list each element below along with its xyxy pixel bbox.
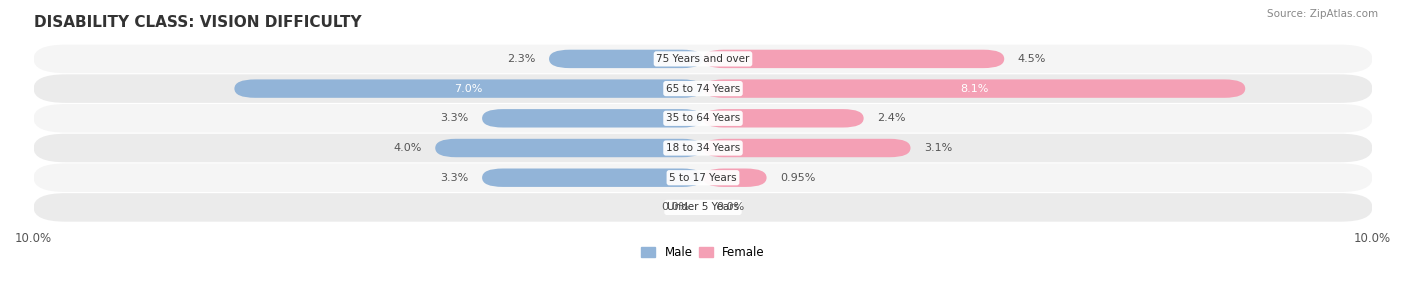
Text: 2.4%: 2.4%: [877, 113, 905, 123]
Text: DISABILITY CLASS: VISION DIFFICULTY: DISABILITY CLASS: VISION DIFFICULTY: [34, 15, 361, 30]
Text: 18 to 34 Years: 18 to 34 Years: [666, 143, 740, 153]
Legend: Male, Female: Male, Female: [637, 242, 769, 264]
Text: 75 Years and over: 75 Years and over: [657, 54, 749, 64]
Text: 4.0%: 4.0%: [394, 143, 422, 153]
FancyBboxPatch shape: [235, 79, 703, 98]
FancyBboxPatch shape: [34, 45, 1372, 73]
FancyBboxPatch shape: [34, 104, 1372, 133]
FancyBboxPatch shape: [34, 164, 1372, 192]
Text: 3.3%: 3.3%: [440, 113, 468, 123]
Text: 35 to 64 Years: 35 to 64 Years: [666, 113, 740, 123]
FancyBboxPatch shape: [548, 50, 703, 68]
Text: 0.0%: 0.0%: [717, 202, 745, 212]
FancyBboxPatch shape: [703, 79, 1246, 98]
FancyBboxPatch shape: [703, 139, 911, 157]
Text: Source: ZipAtlas.com: Source: ZipAtlas.com: [1267, 9, 1378, 19]
FancyBboxPatch shape: [482, 168, 703, 187]
Text: 0.0%: 0.0%: [661, 202, 689, 212]
Text: 8.1%: 8.1%: [960, 84, 988, 94]
Text: 7.0%: 7.0%: [454, 84, 482, 94]
Text: Under 5 Years: Under 5 Years: [666, 202, 740, 212]
Text: 5 to 17 Years: 5 to 17 Years: [669, 173, 737, 183]
Text: 2.3%: 2.3%: [508, 54, 536, 64]
FancyBboxPatch shape: [34, 193, 1372, 222]
Text: 0.95%: 0.95%: [780, 173, 815, 183]
Text: 65 to 74 Years: 65 to 74 Years: [666, 84, 740, 94]
Text: 3.1%: 3.1%: [924, 143, 952, 153]
FancyBboxPatch shape: [436, 139, 703, 157]
FancyBboxPatch shape: [34, 134, 1372, 162]
FancyBboxPatch shape: [703, 109, 863, 127]
Text: 3.3%: 3.3%: [440, 173, 468, 183]
FancyBboxPatch shape: [703, 50, 1004, 68]
FancyBboxPatch shape: [703, 168, 766, 187]
FancyBboxPatch shape: [482, 109, 703, 127]
Text: 4.5%: 4.5%: [1018, 54, 1046, 64]
FancyBboxPatch shape: [34, 74, 1372, 103]
